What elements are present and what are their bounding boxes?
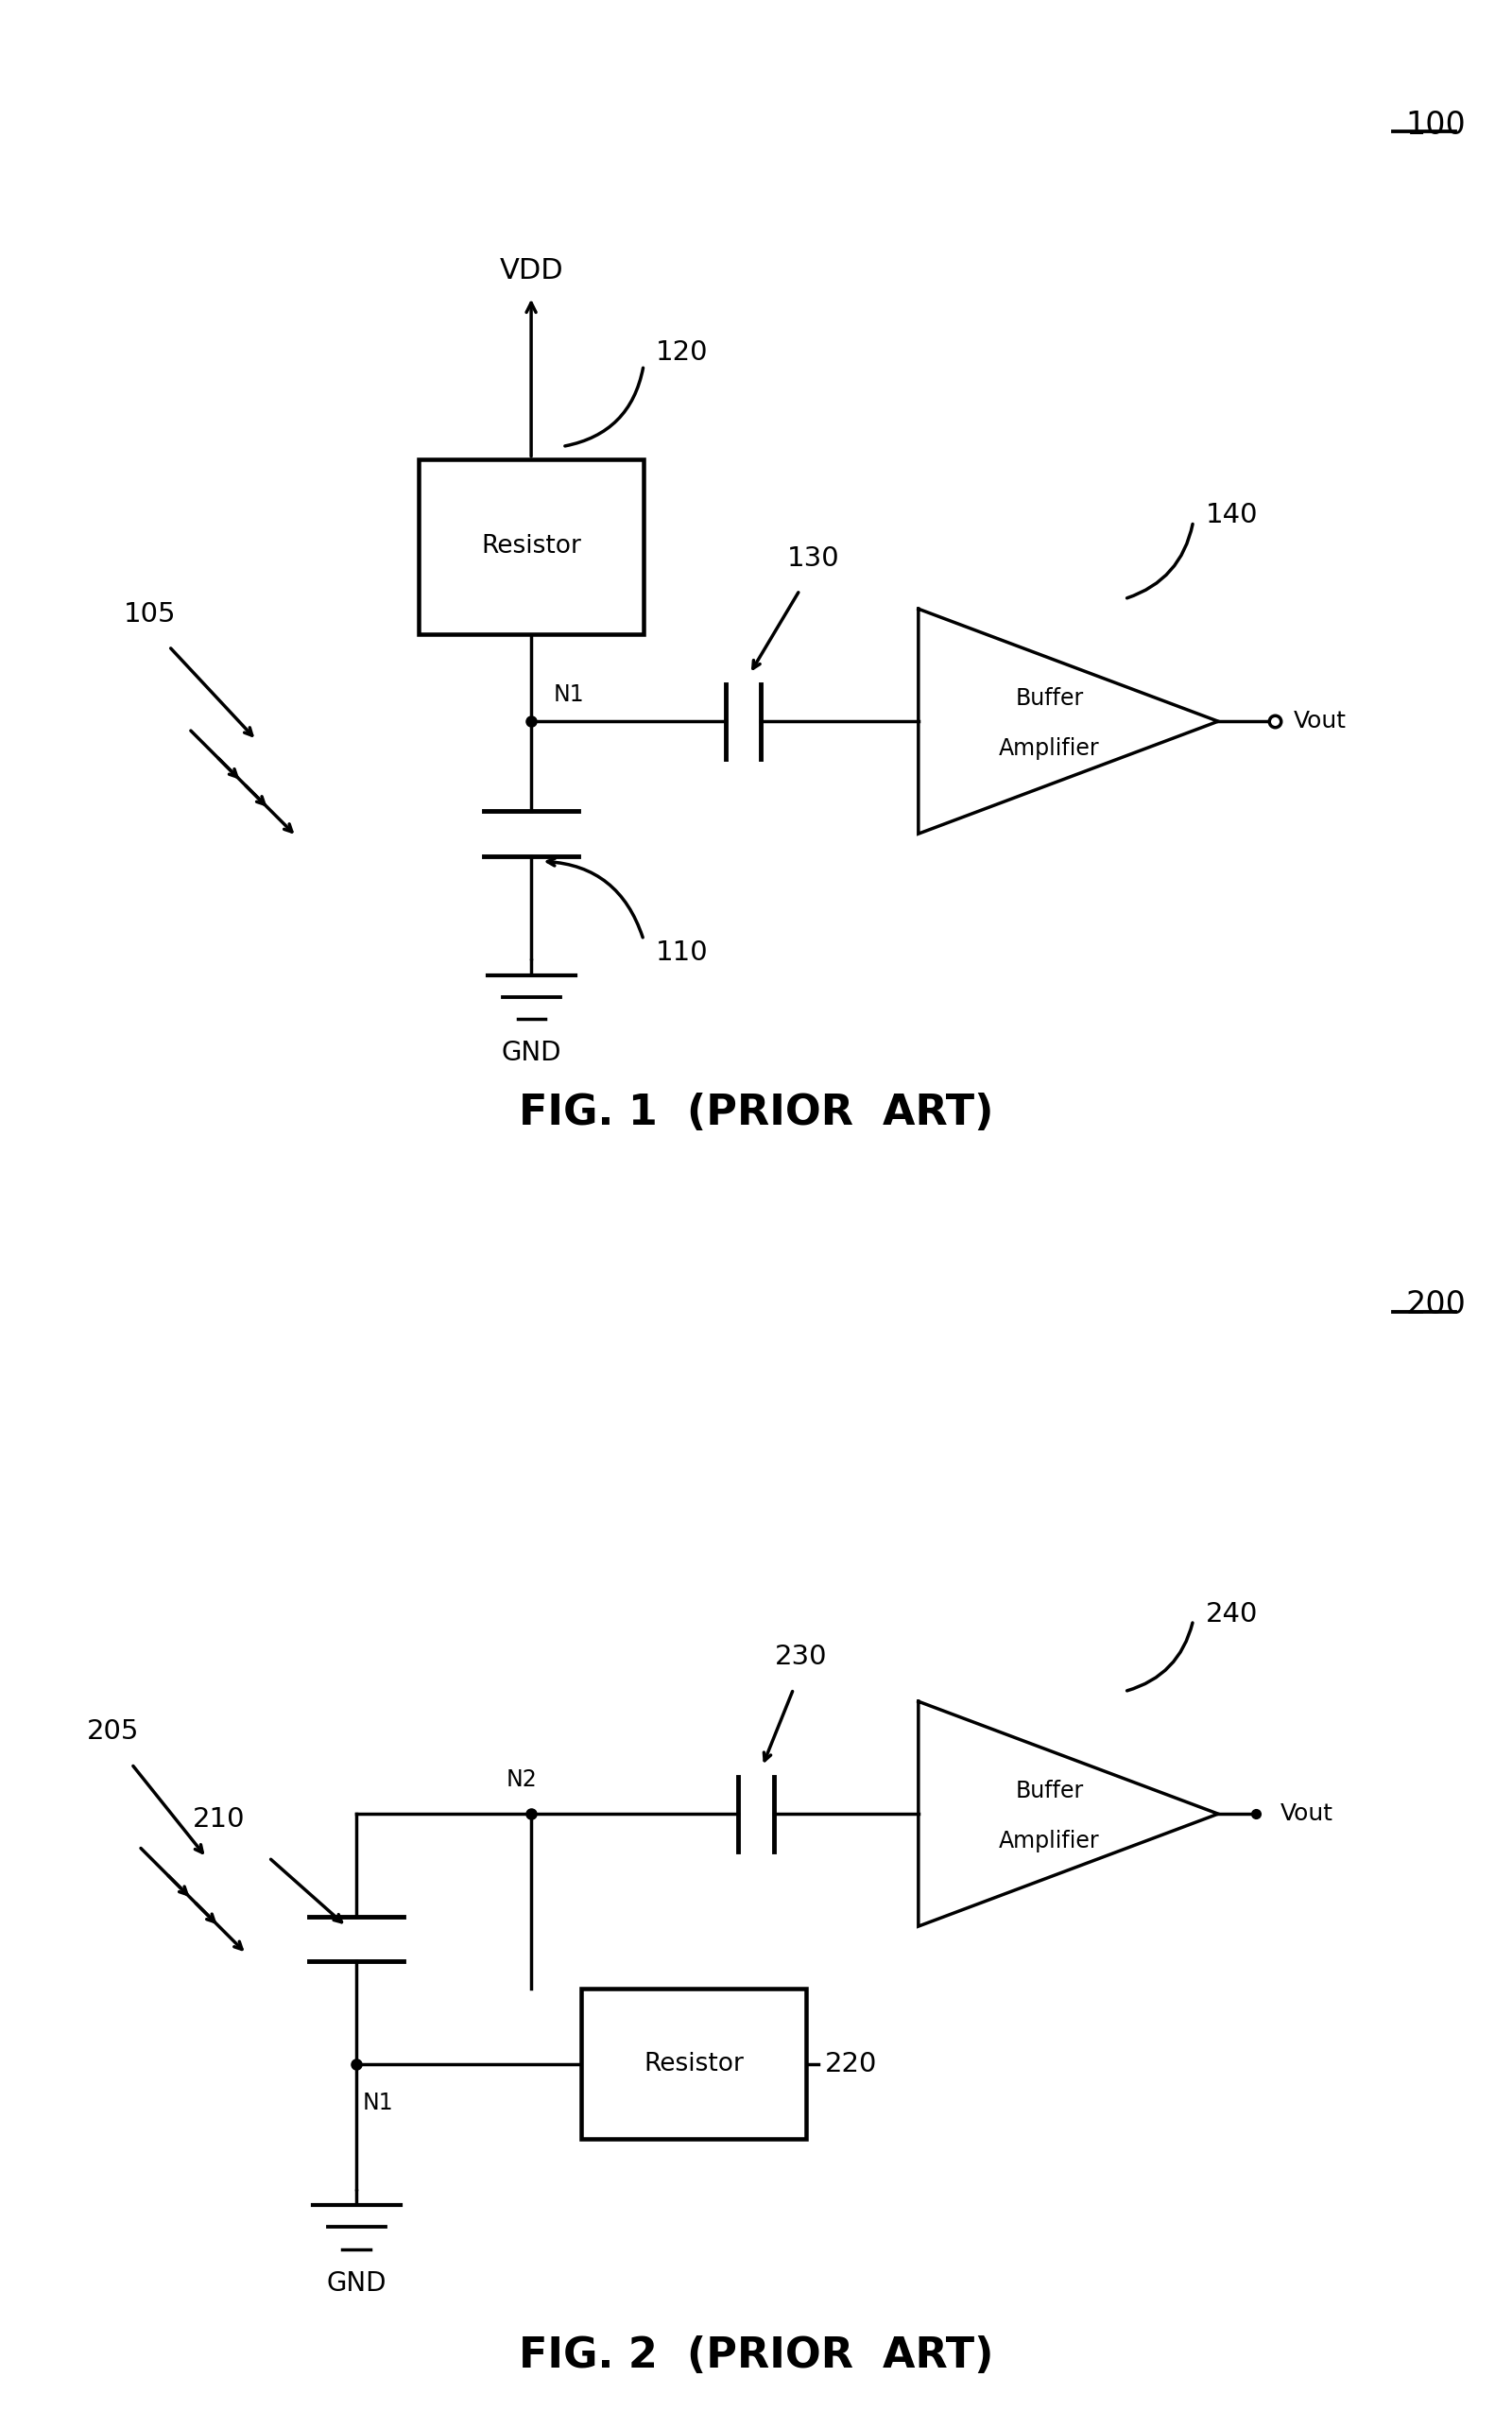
- Text: 110: 110: [656, 940, 709, 967]
- Text: N1: N1: [363, 2091, 393, 2113]
- Text: 100: 100: [1406, 109, 1465, 141]
- Text: FIG. 2  (PRIOR  ART): FIG. 2 (PRIOR ART): [519, 2334, 993, 2376]
- Text: 130: 130: [788, 544, 839, 571]
- Text: FIG. 1  (PRIOR  ART): FIG. 1 (PRIOR ART): [519, 1093, 993, 1134]
- Text: VDD: VDD: [499, 257, 562, 284]
- Text: Amplifier: Amplifier: [999, 1829, 1099, 1853]
- Text: 105: 105: [124, 600, 177, 627]
- Text: N1: N1: [553, 683, 585, 707]
- Bar: [419, 459, 644, 634]
- Text: GND: GND: [327, 2269, 386, 2295]
- Text: 230: 230: [774, 1644, 827, 1671]
- Text: 220: 220: [824, 2050, 877, 2077]
- Text: N2: N2: [505, 1768, 537, 1790]
- Text: Resistor: Resistor: [481, 534, 581, 559]
- Text: GND: GND: [500, 1040, 561, 1066]
- Text: 200: 200: [1406, 1290, 1465, 1321]
- Text: Buffer: Buffer: [1016, 1780, 1084, 1802]
- Text: Buffer: Buffer: [1016, 687, 1084, 709]
- Text: 240: 240: [1205, 1601, 1258, 1627]
- Text: 120: 120: [656, 340, 709, 367]
- Text: Vout: Vout: [1293, 709, 1346, 734]
- Text: Vout: Vout: [1281, 1802, 1334, 1824]
- Bar: [581, 1989, 806, 2138]
- Text: Resistor: Resistor: [644, 2053, 744, 2077]
- Text: 205: 205: [86, 1720, 139, 1744]
- Text: Amplifier: Amplifier: [999, 738, 1099, 760]
- Text: 140: 140: [1205, 503, 1258, 530]
- Text: 210: 210: [192, 1807, 245, 1831]
